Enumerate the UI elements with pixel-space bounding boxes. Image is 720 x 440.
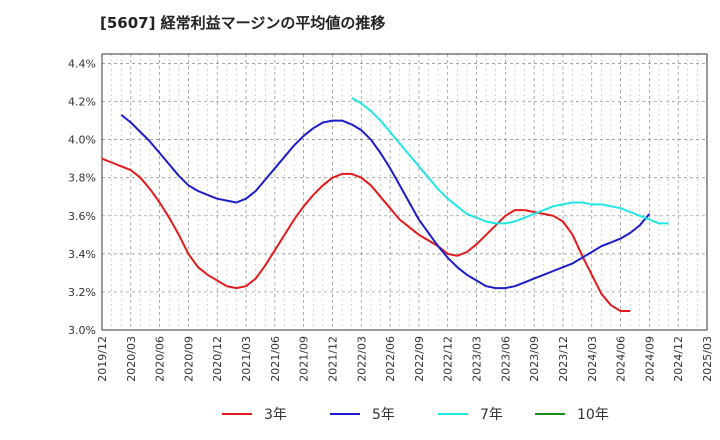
x-tick-label: 2024/06 (615, 336, 628, 382)
x-tick-label: 2023/12 (557, 336, 570, 382)
x-tick-label: 2024/03 (586, 336, 599, 382)
y-tick-label: 3.0% (68, 324, 96, 337)
x-tick-label: 2023/09 (528, 336, 541, 382)
x-tick-label: 2022/06 (384, 336, 397, 382)
y-tick-label: 3.6% (68, 210, 96, 223)
x-tick-label: 2025/03 (701, 336, 714, 382)
legend-label: 5年 (372, 407, 395, 423)
y-tick-label: 4.0% (68, 134, 96, 147)
legend-label: 3年 (264, 407, 287, 423)
x-tick-label: 2021/03 (240, 336, 253, 382)
x-tick-label: 2022/12 (442, 336, 455, 382)
x-tick-label: 2020/03 (125, 336, 138, 382)
grid (101, 54, 708, 331)
legend: 3年 5年 7年 10年 (222, 407, 609, 423)
x-tick-label: 2022/03 (355, 336, 368, 382)
x-tick-label: 2020/09 (182, 336, 195, 382)
series-lines (101, 96, 669, 312)
y-tick-label: 3.4% (68, 248, 96, 261)
x-tick-label: 2023/06 (499, 336, 512, 382)
plot-area-frame (101, 53, 708, 331)
y-tick-label: 4.2% (68, 96, 96, 109)
x-tick-label: 2024/12 (672, 336, 685, 382)
series-line-1 (120, 114, 651, 290)
x-axis-ticks: 2019/12 2020/03 2020/06 2020/09 2020/12 2021/… (96, 336, 714, 382)
x-tick-label: 2019/12 (96, 336, 109, 382)
series-line-2 (351, 96, 669, 225)
x-tick-label: 2023/03 (471, 336, 484, 382)
y-tick-label: 3.8% (68, 172, 96, 185)
x-tick-label: 2021/12 (326, 336, 339, 382)
x-tick-label: 2024/09 (643, 336, 656, 382)
x-tick-label: 2022/09 (413, 336, 426, 382)
y-axis-ticks: 3.0% 3.2% 3.4% 3.6% 3.8% 4.0% 4.2% 4.4% (68, 58, 96, 337)
y-tick-label: 4.4% (68, 58, 96, 71)
legend-label: 10年 (577, 407, 609, 423)
y-tick-label: 3.2% (68, 286, 96, 299)
chart-title: [5607] 経常利益マージンの平均値の推移 (100, 14, 385, 32)
legend-label: 7年 (480, 407, 503, 423)
x-tick-label: 2020/06 (154, 336, 167, 382)
series-line-0 (101, 157, 631, 312)
x-tick-label: 2021/06 (269, 336, 282, 382)
x-tick-label: 2021/09 (298, 336, 311, 382)
x-tick-label: 2020/12 (211, 336, 224, 382)
